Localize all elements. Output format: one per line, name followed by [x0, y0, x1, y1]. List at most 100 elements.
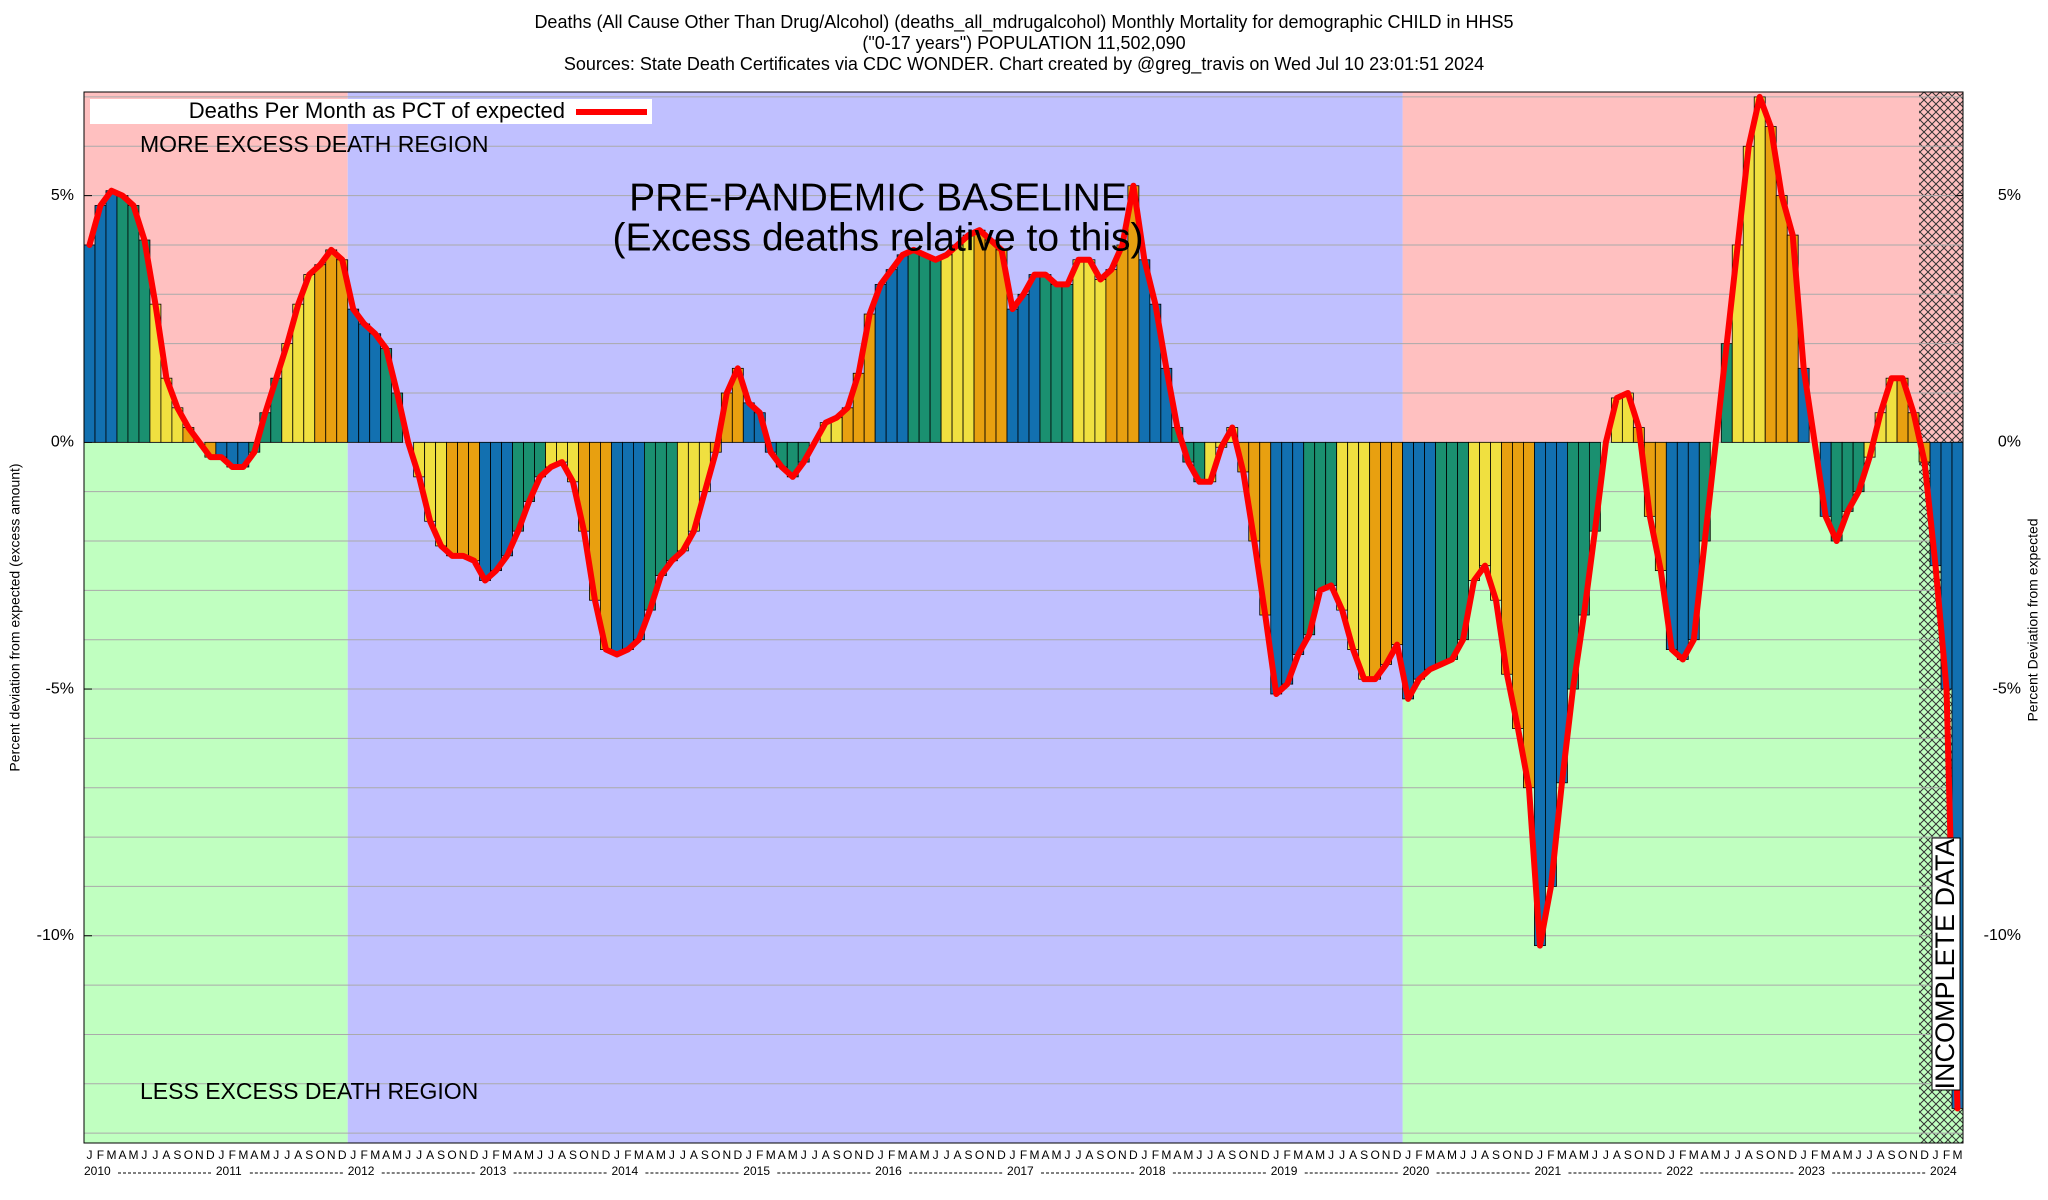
x-tick-label: D: [602, 1148, 611, 1162]
x-tick-label: J: [878, 1148, 884, 1162]
x-tick-label: M: [370, 1148, 380, 1162]
x-tick-label: M: [1293, 1148, 1303, 1162]
x-tick-label: M: [634, 1148, 644, 1162]
x-tick-label: N: [327, 1148, 336, 1162]
x-tick-label: A: [1481, 1148, 1489, 1162]
year-label: 2020: [1403, 1164, 1430, 1178]
x-tick-label: J: [1669, 1148, 1675, 1162]
x-tick-label: M: [1843, 1148, 1853, 1162]
bar: [918, 254, 931, 443]
x-tick-label: M: [106, 1148, 116, 1162]
bar: [940, 254, 953, 443]
x-tick-label: J: [1724, 1148, 1730, 1162]
x-tick-label: A: [1877, 1148, 1885, 1162]
x-tick-label: A: [1349, 1148, 1357, 1162]
year-label: 2010: [84, 1164, 111, 1178]
bar: [1676, 441, 1689, 660]
bar: [1369, 441, 1382, 680]
x-tick-label: A: [1613, 1148, 1621, 1162]
x-tick-label: J: [801, 1148, 807, 1162]
x-tick-label: N: [986, 1148, 995, 1162]
x-tick-label: J: [152, 1148, 158, 1162]
x-tick-label: O: [579, 1148, 588, 1162]
bar: [1028, 274, 1041, 443]
x-tick-label: M: [260, 1148, 270, 1162]
bar: [1512, 441, 1524, 729]
x-tick-label: A: [294, 1148, 302, 1162]
x-tick-label: A: [382, 1148, 390, 1162]
x-tick-label: M: [1029, 1148, 1039, 1162]
x-tick-label: J: [1933, 1148, 1939, 1162]
x-tick-label: J: [1064, 1148, 1070, 1162]
bar: [1083, 259, 1096, 443]
bar: [1380, 441, 1393, 665]
bar: [314, 264, 327, 443]
line-layer: [86, 93, 1961, 1112]
x-tick-label: M: [238, 1148, 248, 1162]
x-tick-label: J: [1471, 1148, 1477, 1162]
x-tick-label: J: [1010, 1148, 1016, 1162]
x-tick-label: J: [416, 1148, 422, 1162]
x-tick-label: A: [954, 1148, 962, 1162]
legend-label: Deaths Per Month as PCT of expected: [189, 98, 565, 123]
year-label: 2016: [875, 1164, 902, 1178]
bar: [468, 441, 480, 562]
x-tick-label: S: [1756, 1148, 1764, 1162]
x-tick-label: F: [1284, 1148, 1291, 1162]
x-tick-label: D: [206, 1148, 215, 1162]
x-tick-label: F: [1943, 1148, 1950, 1162]
bar: [1336, 441, 1349, 611]
x-tick-label: M: [1821, 1148, 1831, 1162]
bar: [1325, 441, 1338, 586]
x-tick-label: A: [558, 1148, 566, 1162]
x-tick-label: M: [1689, 1148, 1699, 1162]
x-tick-label: S: [173, 1148, 181, 1162]
x-tick-label: J: [537, 1148, 543, 1162]
x-tick-label: A: [162, 1148, 170, 1162]
bar: [984, 239, 997, 443]
chart-title: Sources: State Death Certificates via CD…: [564, 54, 1484, 75]
x-tick-label: A: [1041, 1148, 1049, 1162]
x-tick-label: S: [569, 1148, 577, 1162]
bar: [303, 274, 316, 443]
bar: [874, 284, 887, 443]
x-tick-label: M: [766, 1148, 776, 1162]
x-tick-label: M: [920, 1148, 930, 1162]
x-tick-label: S: [1492, 1148, 1500, 1162]
y-tick-label: 5%: [51, 187, 74, 204]
year-label: 2022: [1666, 1164, 1693, 1178]
y-tick-label: -10%: [37, 927, 74, 944]
x-tick-label: D: [997, 1148, 1006, 1162]
x-tick-label: S: [437, 1148, 445, 1162]
year-label: 2011: [216, 1164, 242, 1178]
year-label: 2017: [1007, 1164, 1034, 1178]
annotation: LESS EXCESS DEATH REGION: [140, 1078, 478, 1104]
x-tick-label: D: [1393, 1148, 1402, 1162]
deficit-region: [84, 442, 348, 1143]
x-tick-label: J: [746, 1148, 752, 1162]
x-tick-label: A: [646, 1148, 654, 1162]
x-tick-label: O: [1898, 1148, 1907, 1162]
x-tick-label: S: [1624, 1148, 1632, 1162]
x-tick-label: N: [1118, 1148, 1127, 1162]
x-tick-label: A: [1173, 1148, 1181, 1162]
bar: [1435, 441, 1447, 665]
x-tick-label: J: [1537, 1148, 1543, 1162]
bar: [446, 441, 459, 557]
bar: [1545, 441, 1557, 887]
bar: [457, 441, 469, 557]
y2-tick-label: -10%: [1984, 927, 2021, 944]
x-tick-label: A: [1305, 1148, 1313, 1162]
bar: [929, 259, 942, 443]
bar: [94, 205, 107, 443]
x-tick-label: J: [405, 1148, 411, 1162]
year-label: 2024: [1930, 1164, 1957, 1178]
x-tick-label: S: [1096, 1148, 1104, 1162]
x-tick-label: N: [854, 1148, 863, 1162]
x-tick-label: M: [788, 1148, 798, 1162]
year-label: 2014: [611, 1164, 638, 1178]
bar: [1292, 441, 1305, 655]
x-tick-label: F: [1415, 1148, 1422, 1162]
year-label: 2013: [480, 1164, 507, 1178]
x-tick-label: F: [888, 1148, 895, 1162]
